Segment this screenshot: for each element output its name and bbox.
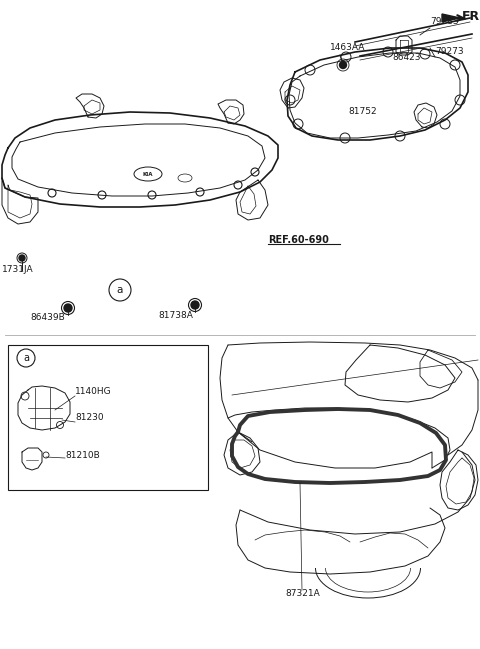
Text: a: a: [23, 353, 29, 363]
Circle shape: [64, 304, 72, 312]
Text: 81752: 81752: [348, 108, 377, 117]
Text: 86439B: 86439B: [30, 313, 65, 323]
Text: FR.: FR.: [462, 10, 480, 23]
Circle shape: [19, 255, 25, 261]
Text: a: a: [117, 285, 123, 295]
Text: 86423: 86423: [392, 53, 420, 62]
FancyBboxPatch shape: [8, 345, 208, 490]
Text: 79273: 79273: [435, 47, 464, 56]
Text: REF.60-690: REF.60-690: [268, 235, 329, 245]
Text: KIA: KIA: [143, 171, 153, 177]
Text: 81738A: 81738A: [158, 312, 193, 321]
Text: 1140HG: 1140HG: [75, 387, 112, 397]
Circle shape: [339, 62, 347, 69]
Circle shape: [191, 301, 199, 309]
Text: 1731JA: 1731JA: [2, 265, 34, 275]
Polygon shape: [442, 14, 460, 22]
Text: 81210B: 81210B: [65, 450, 100, 459]
Text: 87321A: 87321A: [285, 589, 320, 598]
Text: 1463AA: 1463AA: [330, 43, 365, 53]
Text: 79283: 79283: [430, 18, 458, 27]
Text: 81230: 81230: [75, 413, 104, 422]
